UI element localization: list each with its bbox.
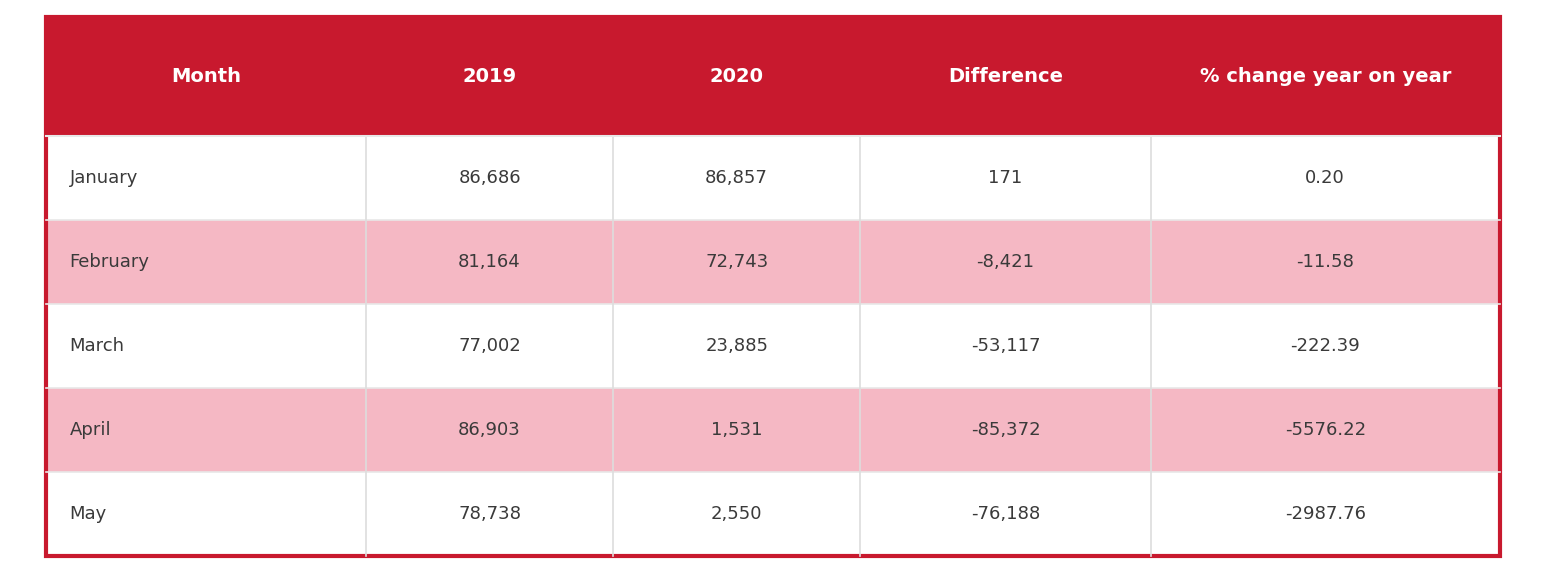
Text: March: March [70,337,125,355]
Text: 1,531: 1,531 [711,421,762,439]
Bar [1150,219,1500,304]
Text: 78,738: 78,738 [458,505,521,523]
Text: Month: Month [172,67,241,86]
Text: 0.20: 0.20 [1305,168,1345,187]
Text: 77,002: 77,002 [458,337,521,355]
Text: 86,903: 86,903 [458,421,521,439]
Bar [614,304,860,388]
Bar [1150,136,1500,219]
Bar [46,136,366,219]
Bar [614,472,860,556]
Text: February: February [70,253,150,270]
Bar [614,17,860,136]
Text: 86,686: 86,686 [458,168,521,187]
Bar [46,304,366,388]
Text: -76,188: -76,188 [971,505,1040,523]
Bar [614,219,860,304]
Text: -2987.76: -2987.76 [1285,505,1365,523]
Text: -8,421: -8,421 [977,253,1034,270]
Bar [366,388,614,472]
Text: 23,885: 23,885 [705,337,768,355]
Text: 81,164: 81,164 [458,253,521,270]
Text: 2019: 2019 [462,67,516,86]
Text: -11.58: -11.58 [1296,253,1354,270]
Text: -222.39: -222.39 [1291,337,1360,355]
Text: Difference: Difference [948,67,1064,86]
Bar [860,388,1150,472]
Bar [860,136,1150,219]
Bar [46,472,366,556]
Bar [614,136,860,219]
Text: 2020: 2020 [710,67,764,86]
Text: January: January [70,168,138,187]
Text: -53,117: -53,117 [971,337,1040,355]
Bar [1150,304,1500,388]
Text: May: May [70,505,107,523]
Bar [860,17,1150,136]
Bar [366,472,614,556]
Bar [860,304,1150,388]
Bar [860,472,1150,556]
Bar [46,388,366,472]
Bar [1150,17,1500,136]
Text: % change year on year: % change year on year [1200,67,1450,86]
Bar [46,17,366,136]
Text: -85,372: -85,372 [971,421,1040,439]
Text: 72,743: 72,743 [705,253,768,270]
Bar [1150,472,1500,556]
Text: 86,857: 86,857 [705,168,768,187]
Bar [46,219,366,304]
Text: April: April [70,421,111,439]
Bar [860,219,1150,304]
Bar [614,388,860,472]
Bar [366,17,614,136]
Bar [366,219,614,304]
Text: 2,550: 2,550 [711,505,762,523]
Text: -5576.22: -5576.22 [1285,421,1365,439]
Bar [366,136,614,219]
Bar [1150,388,1500,472]
Bar [366,304,614,388]
Text: 171: 171 [988,168,1022,187]
